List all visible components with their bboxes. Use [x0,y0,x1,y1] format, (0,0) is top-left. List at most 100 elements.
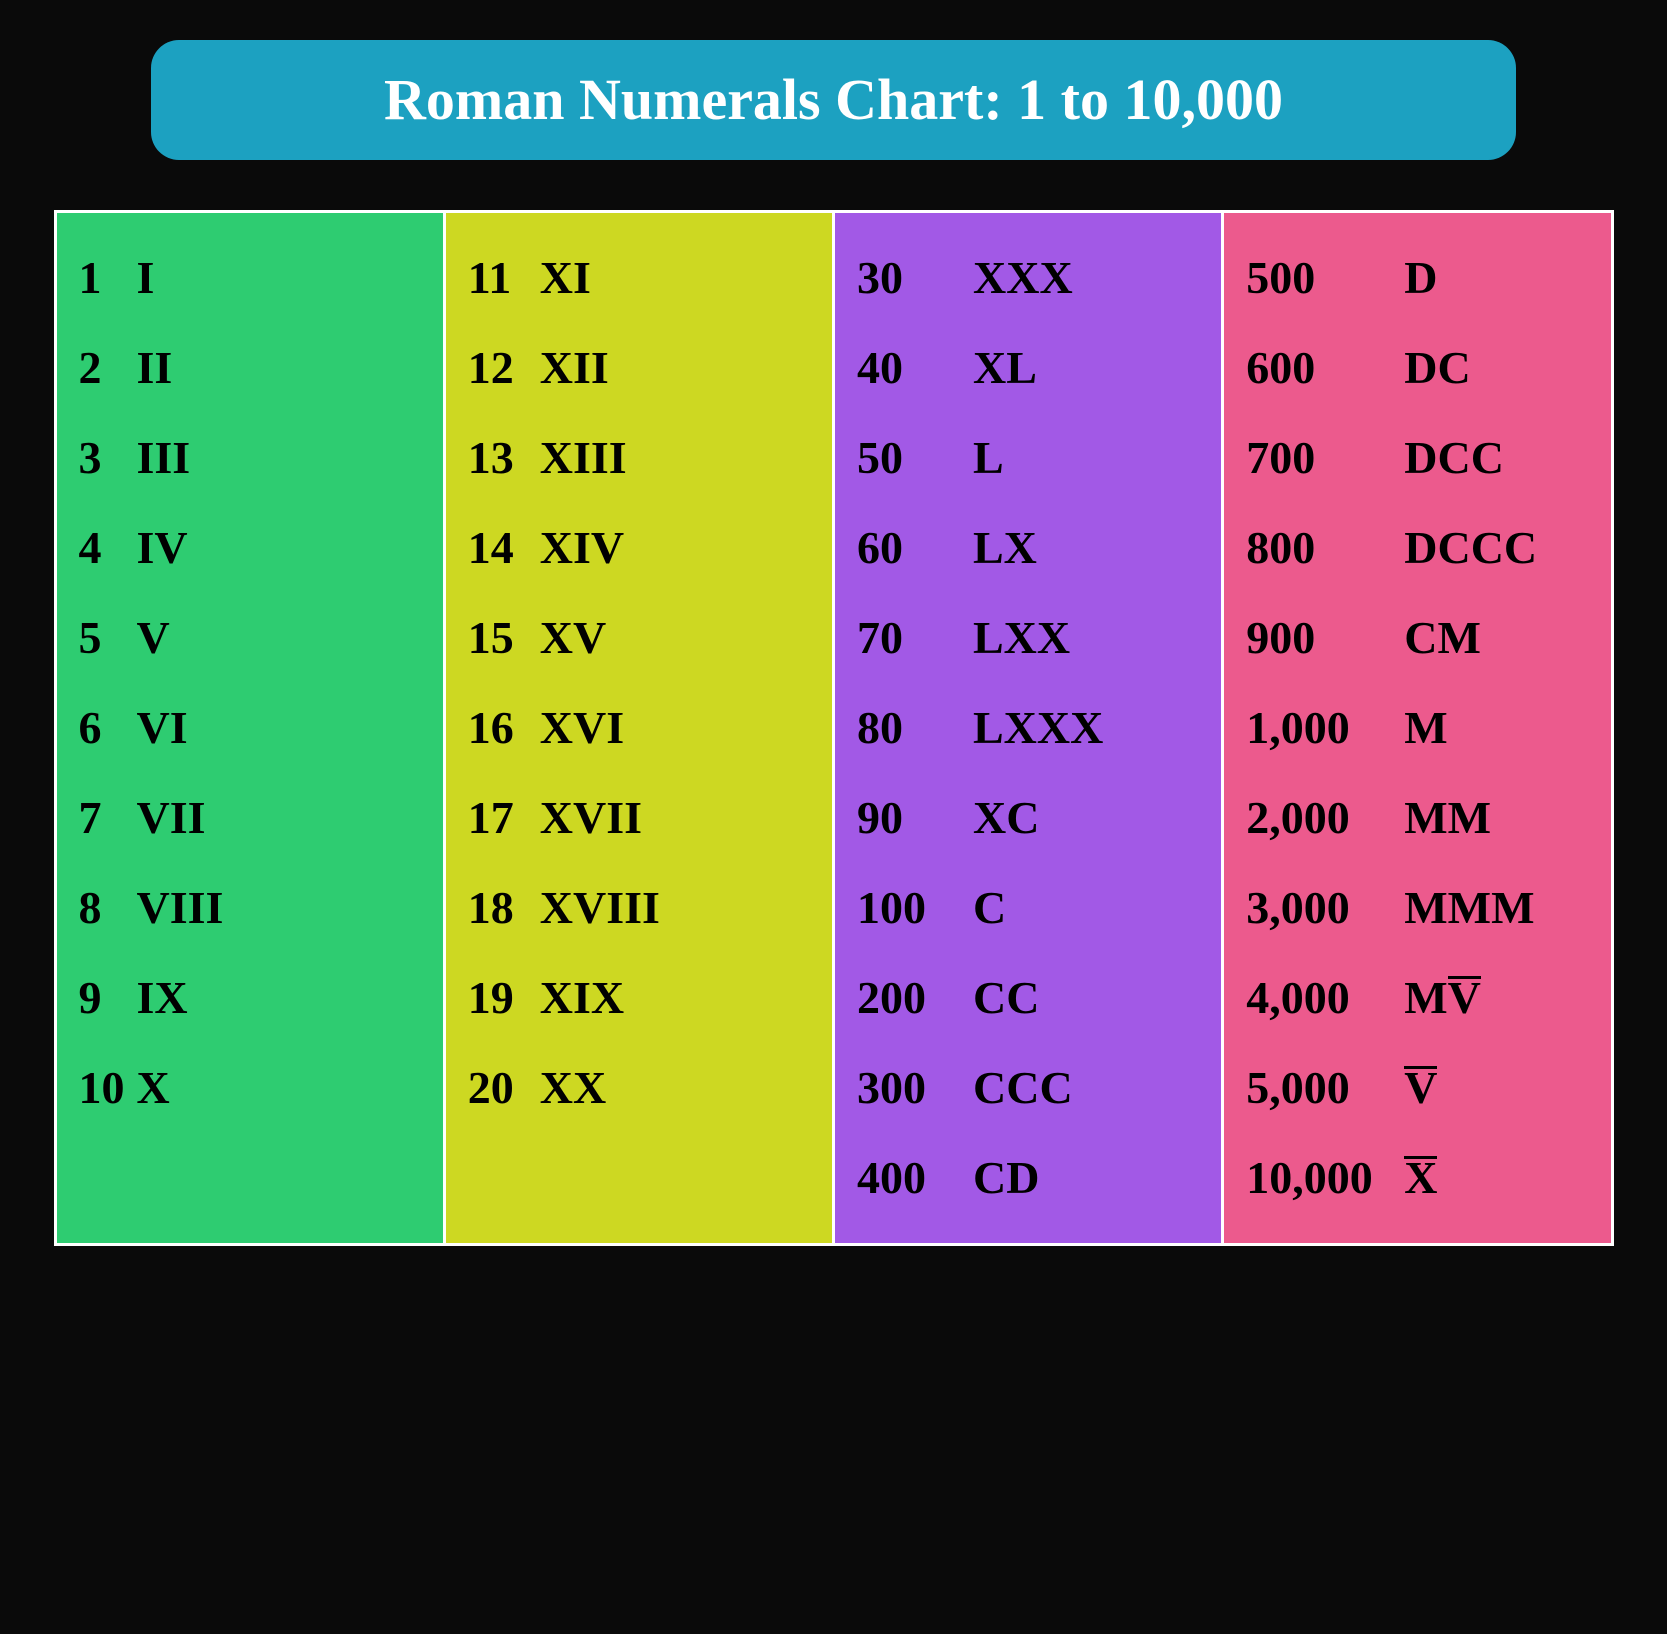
table-row: 15 XV [468,615,810,661]
roman-numeral: XIX [540,975,624,1021]
roman-numeral: XX [540,1065,606,1111]
roman-numeral: C [973,885,1006,931]
column-2: 30XXX40XL50L60LX70LXX80LXXX90XC100C200CC… [832,213,1221,1243]
roman-numeral: CCC [973,1065,1073,1111]
roman-numeral: X [1404,1155,1437,1201]
table-row: 300 CCC [857,1065,1199,1111]
roman-numeral: XIII [540,435,627,481]
table-row: 600 DC [1246,345,1588,391]
roman-numeral: DCCC [1404,525,1537,571]
roman-numeral: VI [137,705,188,751]
table-row: 18 XVIII [468,885,810,931]
arabic-number: 7 [79,795,127,841]
arabic-number: 15 [468,615,528,661]
roman-numeral: D [1404,255,1437,301]
arabic-number: 14 [468,525,528,571]
arabic-number: 300 [857,1065,953,1111]
table-row: 800 DCCC [1246,525,1588,571]
table-row: 700DCC [1246,435,1588,481]
roman-numeral: III [137,435,191,481]
arabic-number: 1 [79,255,127,301]
table-row: 80 LXXX [857,705,1199,751]
roman-numeral: V [1404,1065,1437,1111]
roman-numeral: XIV [540,525,624,571]
arabic-number: 3,000 [1246,885,1386,931]
arabic-number: 5,000 [1246,1065,1386,1111]
table-row: 40 XL [857,345,1199,391]
arabic-number: 18 [468,885,528,931]
roman-numeral: XVIII [540,885,660,931]
table-row: 900 CM [1246,615,1588,661]
table-row: 14 XIV [468,525,810,571]
table-row: 8VIII [79,885,421,931]
table-row: 50L [857,435,1199,481]
roman-numeral: LXX [973,615,1070,661]
arabic-number: 60 [857,525,953,571]
arabic-number: 600 [1246,345,1386,391]
table-row: 9IX [79,975,421,1021]
roman-numeral: XVII [540,795,642,841]
roman-numeral: CM [1404,615,1481,661]
column-0: 1I2II3III4IV5V6VI7VII8VIII9IX10X [57,213,443,1243]
roman-numeral: CC [973,975,1039,1021]
arabic-number: 4,000 [1246,975,1386,1021]
arabic-number: 30 [857,255,953,301]
table-row: 10,000 X [1246,1155,1588,1201]
arabic-number: 200 [857,975,953,1021]
table-row: 90XC [857,795,1199,841]
roman-numeral: VII [137,795,206,841]
arabic-number: 2 [79,345,127,391]
table-row: 200 CC [857,975,1199,1021]
roman-numeral: XII [540,345,609,391]
table-row: 3III [79,435,421,481]
arabic-number: 11 [468,255,528,301]
table-row: 3,000 MMM [1246,885,1588,931]
arabic-number: 100 [857,885,953,931]
arabic-number: 12 [468,345,528,391]
arabic-number: 1,000 [1246,705,1386,751]
roman-numeral: MMM [1404,885,1534,931]
roman-numeral: M [1404,705,1447,751]
table-row: 19 XIX [468,975,810,1021]
arabic-number: 4 [79,525,127,571]
arabic-number: 80 [857,705,953,751]
arabic-number: 90 [857,795,953,841]
table-row: 1I [79,255,421,301]
arabic-number: 19 [468,975,528,1021]
roman-numeral: I [137,255,155,301]
roman-numeral: DC [1404,345,1470,391]
roman-numeral: XXX [973,255,1073,301]
arabic-number: 13 [468,435,528,481]
table-row: 2II [79,345,421,391]
roman-numeral: XI [540,255,591,301]
table-row: 5,000 V [1246,1065,1588,1111]
arabic-number: 400 [857,1155,953,1201]
table-row: 30 XXX [857,255,1199,301]
arabic-number: 10 [79,1065,127,1111]
table-row: 5V [79,615,421,661]
roman-numeral: MV [1404,975,1481,1021]
roman-numeral: XV [540,615,606,661]
roman-numeral: CD [973,1155,1039,1201]
roman-numeral: XL [973,345,1037,391]
arabic-number: 3 [79,435,127,481]
roman-numeral: VIII [137,885,224,931]
table-row: 2,000MM [1246,795,1588,841]
table-row: 1,000 M [1246,705,1588,751]
arabic-number: 900 [1246,615,1386,661]
roman-numeral: II [137,345,173,391]
arabic-number: 800 [1246,525,1386,571]
table-row: 6VI [79,705,421,751]
table-row: 12 XII [468,345,810,391]
page-title: Roman Numerals Chart: 1 to 10,000 [151,40,1517,160]
arabic-number: 10,000 [1246,1155,1386,1201]
arabic-number: 40 [857,345,953,391]
roman-numeral: X [137,1065,170,1111]
arabic-number: 5 [79,615,127,661]
table-row: 70LXX [857,615,1199,661]
table-row: 10X [79,1065,421,1111]
roman-numeral: LXXX [973,705,1103,751]
table-row: 500D [1246,255,1588,301]
table-row: 4IV [79,525,421,571]
roman-numeral: MM [1404,795,1491,841]
